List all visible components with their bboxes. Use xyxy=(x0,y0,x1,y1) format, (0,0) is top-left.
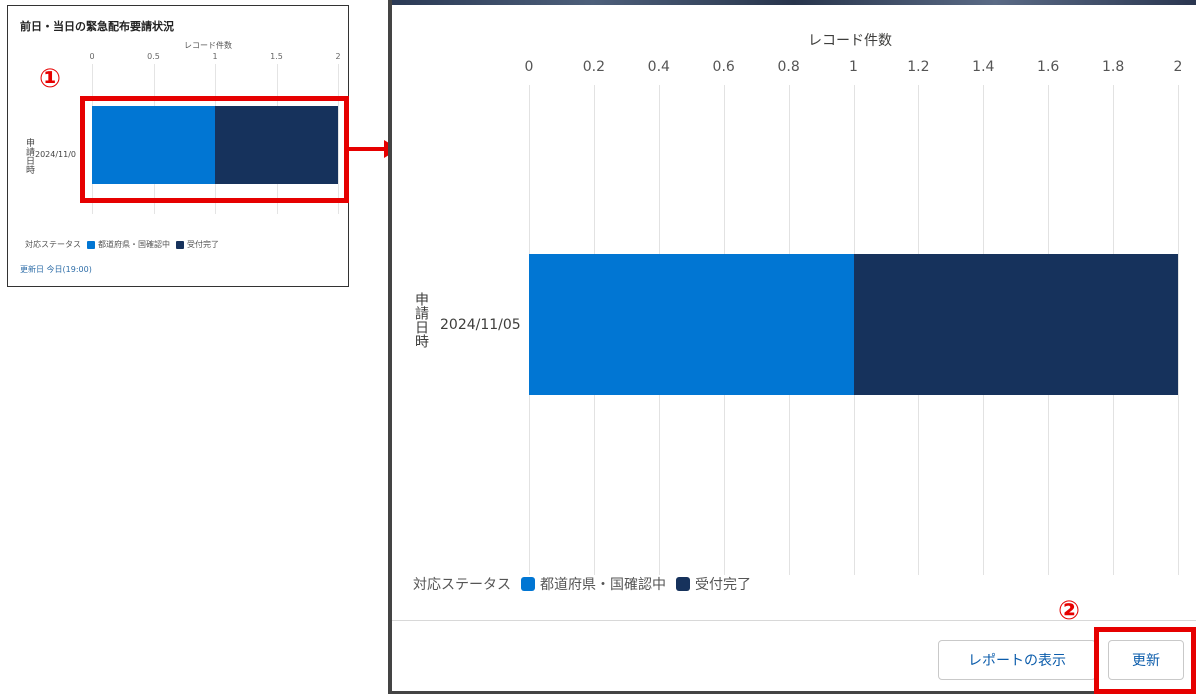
small-x-axis-title: レコード件数 xyxy=(184,41,232,50)
view-report-button[interactable]: レポートの表示 xyxy=(938,640,1096,680)
annotation-marker-1: ① xyxy=(39,64,62,94)
small-legend-swatch-2 xyxy=(176,240,184,249)
big-tick-label: 1.2 xyxy=(907,59,930,75)
small-bar-segment-2[interactable] xyxy=(215,106,338,184)
small-legend-title: 対応ステータス xyxy=(25,240,81,249)
small-tick-label: 0.5 xyxy=(147,52,160,61)
big-tick-label: 0.8 xyxy=(777,59,800,75)
annotation-marker-2: ② xyxy=(1058,596,1081,626)
small-tick-label: 2 xyxy=(335,52,341,61)
big-tick-label: 1.8 xyxy=(1101,59,1125,75)
arrow-line xyxy=(349,147,386,151)
big-x-axis-title: レコード件数 xyxy=(808,33,892,49)
small-legend-label-1: 都道府県・国確認中 xyxy=(98,240,170,249)
small-tick-label: 0 xyxy=(89,52,95,61)
big-y-axis-title: 申請日時 xyxy=(413,292,429,348)
big-tick-label: 1 xyxy=(849,59,858,75)
small-tick-label: 1 xyxy=(212,52,218,61)
big-gridline xyxy=(1178,85,1179,575)
big-bar-segment-2[interactable] xyxy=(853,254,1178,395)
big-bar-segment-1[interactable] xyxy=(529,254,854,395)
small-gridline xyxy=(338,64,339,214)
small-legend-swatch-1 xyxy=(87,240,95,249)
updated-timestamp: 更新日 今日(19:00) xyxy=(20,265,92,274)
big-legend-swatch-2 xyxy=(676,577,690,591)
annotation-frame-2 xyxy=(1094,627,1196,694)
small-category-label: 2024/11/0 xyxy=(35,150,77,159)
background-strip xyxy=(392,0,1196,5)
big-tick-label: 0.2 xyxy=(582,59,606,75)
big-tick-label: 1.6 xyxy=(1037,59,1060,75)
refresh-button[interactable]: 更新 xyxy=(1108,640,1184,680)
big-tick-label: 0.6 xyxy=(712,59,735,75)
big-category-label: 2024/11/05 xyxy=(440,317,521,333)
big-legend: 対応ステータス 都道府県・国確認中 受付完了 xyxy=(413,574,751,594)
big-legend-label-2: 受付完了 xyxy=(695,577,751,593)
small-legend-label-2: 受付完了 xyxy=(187,240,219,249)
big-legend-label-1: 都道府県・国確認中 xyxy=(540,577,666,593)
small-tick-label: 1.5 xyxy=(270,52,283,61)
big-tick-label: 0.4 xyxy=(647,59,670,75)
big-legend-title: 対応ステータス xyxy=(413,577,511,593)
big-legend-swatch-1 xyxy=(521,577,535,591)
annotation-frame-1 xyxy=(80,96,349,203)
small-legend: 対応ステータス 都道府県・国確認中 受付完了 xyxy=(25,239,219,250)
big-tick-label: 2 xyxy=(1173,59,1183,75)
small-bar-segment-1[interactable] xyxy=(92,106,215,184)
card-title: 前日・当日の緊急配布要請状況 xyxy=(20,20,174,33)
big-tick-label: 1.4 xyxy=(972,59,995,75)
big-tick-label: 0 xyxy=(524,59,534,75)
footer-divider xyxy=(392,620,1196,621)
small-y-axis-title: 申請日時 xyxy=(24,138,34,174)
